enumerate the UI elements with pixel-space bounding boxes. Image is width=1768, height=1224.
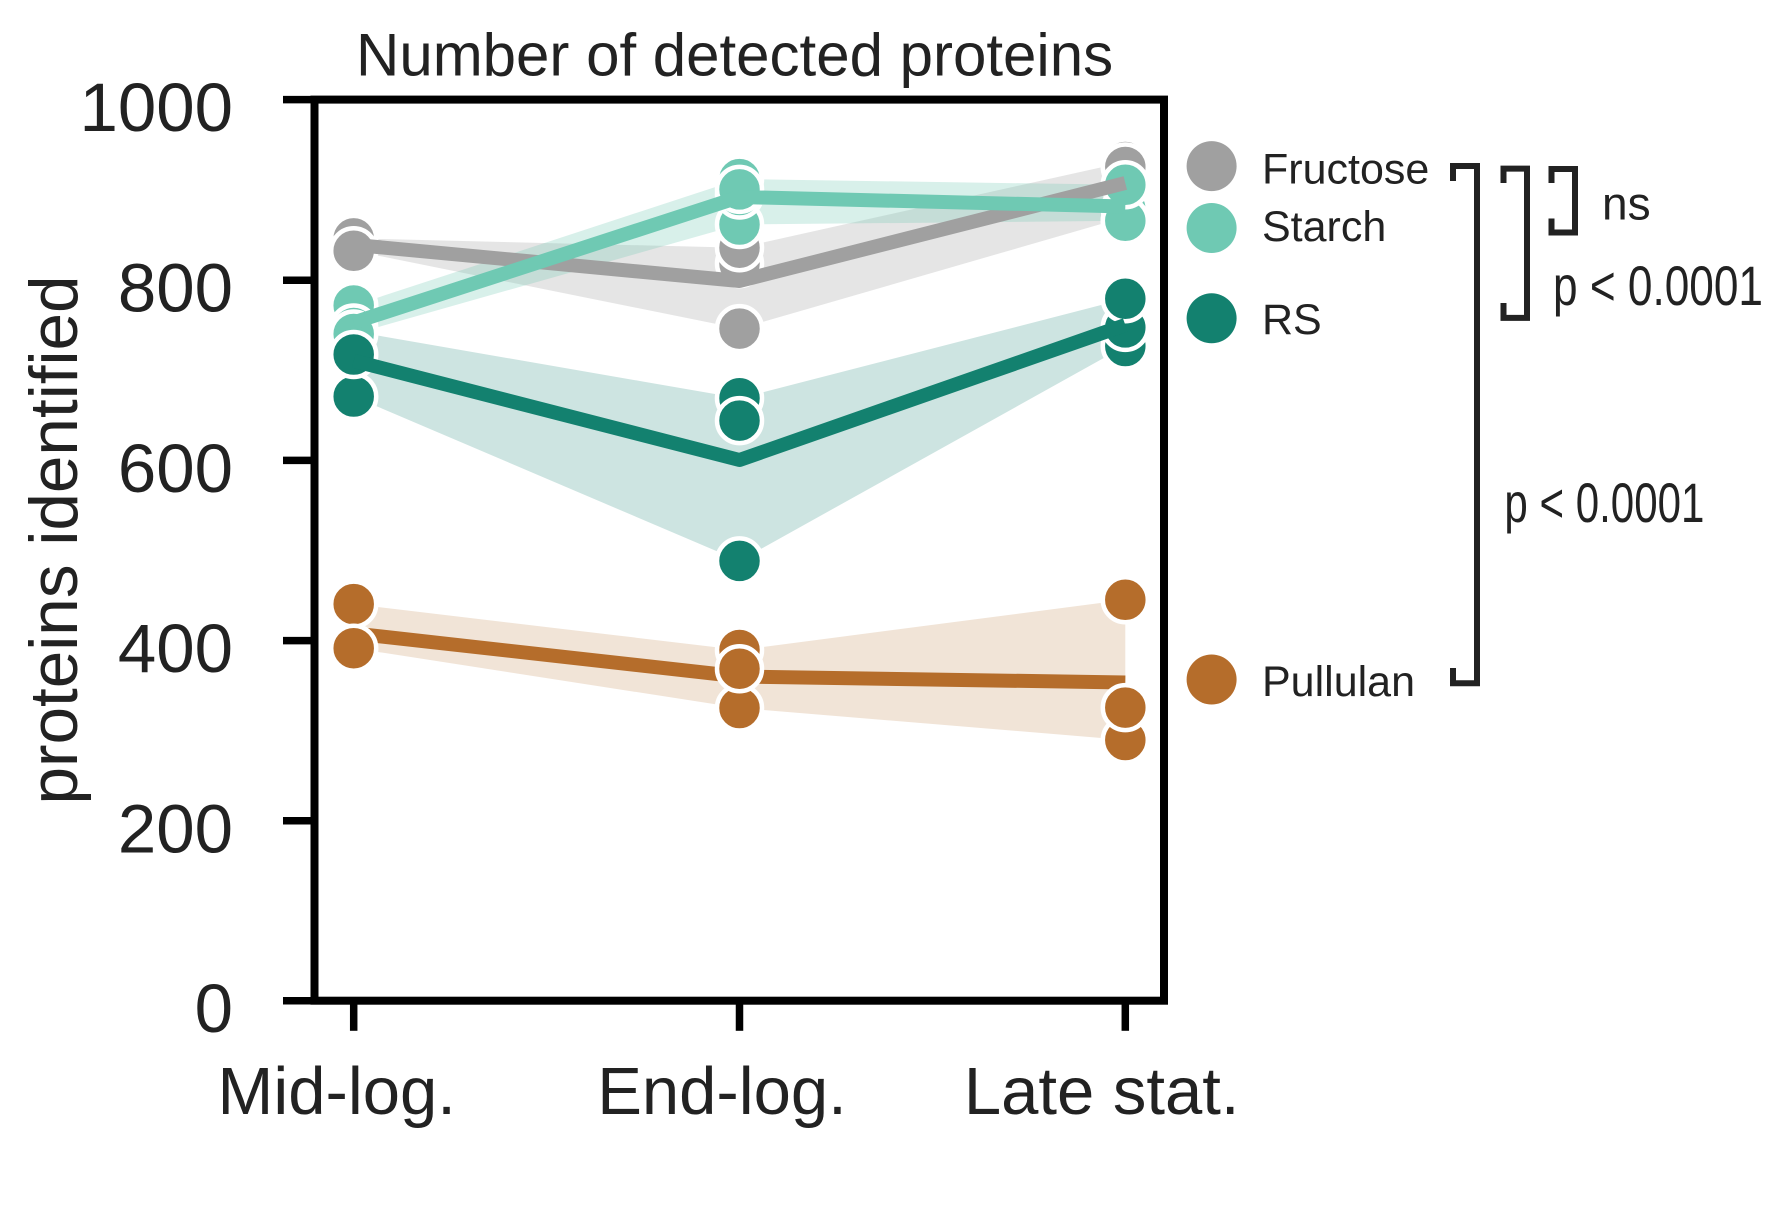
svg-text:600: 600 (118, 430, 233, 507)
svg-text:1000: 1000 (80, 69, 234, 146)
svg-text:Fructose: Fructose (1262, 146, 1429, 194)
svg-text:ns: ns (1602, 178, 1651, 230)
svg-text:Pullulan: Pullulan (1262, 658, 1415, 706)
svg-text:0: 0 (195, 970, 233, 1047)
svg-text:RS: RS (1262, 296, 1322, 344)
svg-text:Mid-log.: Mid-log. (218, 1054, 456, 1129)
svg-text:p < 0.0001: p < 0.0001 (1553, 254, 1763, 317)
svg-text:p < 0.0001: p < 0.0001 (1504, 471, 1704, 534)
svg-text:proteins identified: proteins identified (17, 275, 92, 804)
svg-text:800: 800 (118, 250, 233, 327)
svg-text:400: 400 (118, 610, 233, 687)
svg-text:Late stat.: Late stat. (964, 1054, 1240, 1129)
svg-text:Starch: Starch (1262, 203, 1386, 251)
svg-text:Number of detected proteins: Number of detected proteins (356, 22, 1113, 89)
svg-text:End-log.: End-log. (597, 1054, 847, 1129)
svg-text:200: 200 (118, 790, 233, 867)
